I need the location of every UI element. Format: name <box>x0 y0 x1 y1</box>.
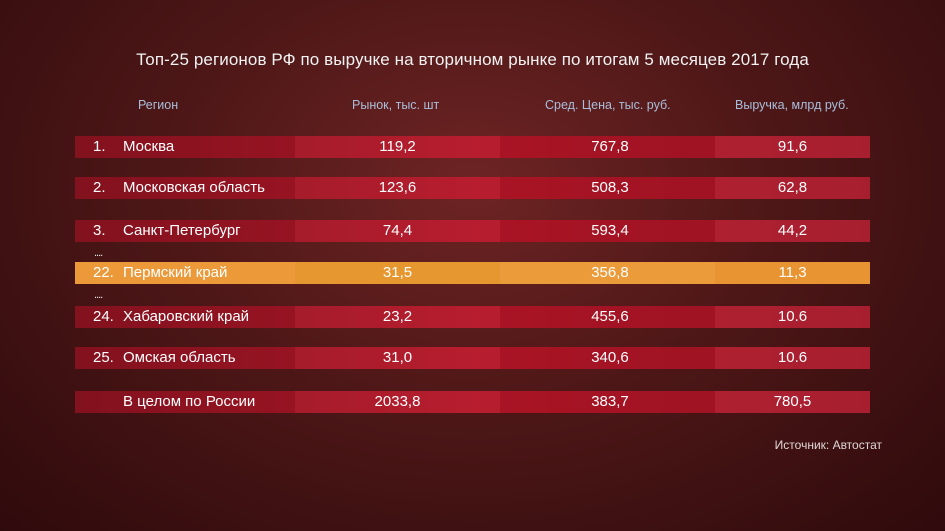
table-row: 3. Санкт-Петербург 74,4 593,4 44,2 <box>75 220 870 242</box>
rank: 25. <box>93 349 114 366</box>
price-value: 340,6 <box>591 349 629 366</box>
ellipsis: .... <box>94 289 103 301</box>
price-value: 767,8 <box>591 138 629 155</box>
region-name: Пермский край <box>123 264 228 281</box>
price-value: 508,3 <box>591 179 629 196</box>
rank: 2. <box>93 179 106 196</box>
market-value: 31,0 <box>382 349 413 366</box>
table-row-total: В целом по России 2033,8 383,7 780,5 <box>75 391 870 413</box>
rank: 24. <box>93 308 114 325</box>
source-note: Источник: Автостат <box>774 438 882 452</box>
revenue-value: 780,5 <box>773 393 812 410</box>
revenue-value: 10.6 <box>777 349 808 366</box>
market-value: 123,6 <box>378 179 417 196</box>
region-name: Московская область <box>123 179 265 196</box>
region-name: Омская область <box>123 349 236 366</box>
rank: 1. <box>93 138 106 155</box>
price-value: 593,4 <box>591 222 629 239</box>
price-value: 455,6 <box>591 308 629 325</box>
header-revenue: Выручка, млрд руб. <box>735 98 849 112</box>
header-region: Регион <box>138 98 179 112</box>
revenue-value: 11,3 <box>778 264 807 281</box>
table-row: 2. Московская область 123,6 508,3 62,8 <box>75 177 870 199</box>
market-value: 31,5 <box>382 264 413 281</box>
header-price: Сред. Цена, тыс. руб. <box>545 98 671 112</box>
market-value: 23,2 <box>382 308 413 325</box>
region-name: Москва <box>123 138 175 155</box>
region-name: Санкт-Петербург <box>123 222 241 239</box>
price-value: 356,8 <box>591 264 629 281</box>
price-value: 383,7 <box>591 393 629 410</box>
header-market: Рынок, тыс. шт <box>352 98 440 112</box>
revenue-value: 62,8 <box>777 179 808 196</box>
slide-title: Топ-25 регионов РФ по выручке на вторичн… <box>136 50 809 69</box>
table-row: 24. Хабаровский край 23,2 455,6 10.6 <box>75 306 870 328</box>
rank: 22. <box>93 264 114 281</box>
market-value: 119,2 <box>379 138 416 155</box>
table-row: 25. Омская область 31,0 340,6 10.6 <box>75 347 870 369</box>
market-value: 2033,8 <box>374 393 421 410</box>
market-value: 74,4 <box>382 222 413 239</box>
rank: 3. <box>93 222 106 239</box>
revenue-value: 10.6 <box>777 308 808 325</box>
table-row: 1. Москва 119,2 767,8 91,6 <box>75 136 870 158</box>
revenue-value: 44,2 <box>777 222 808 239</box>
ellipsis: .... <box>94 247 103 259</box>
table-row-highlighted: 22. Пермский край 31,5 356,8 11,3 <box>75 262 870 284</box>
region-name: В целом по России <box>123 393 256 410</box>
revenue-value: 91,6 <box>777 138 808 155</box>
region-name: Хабаровский край <box>123 308 250 325</box>
